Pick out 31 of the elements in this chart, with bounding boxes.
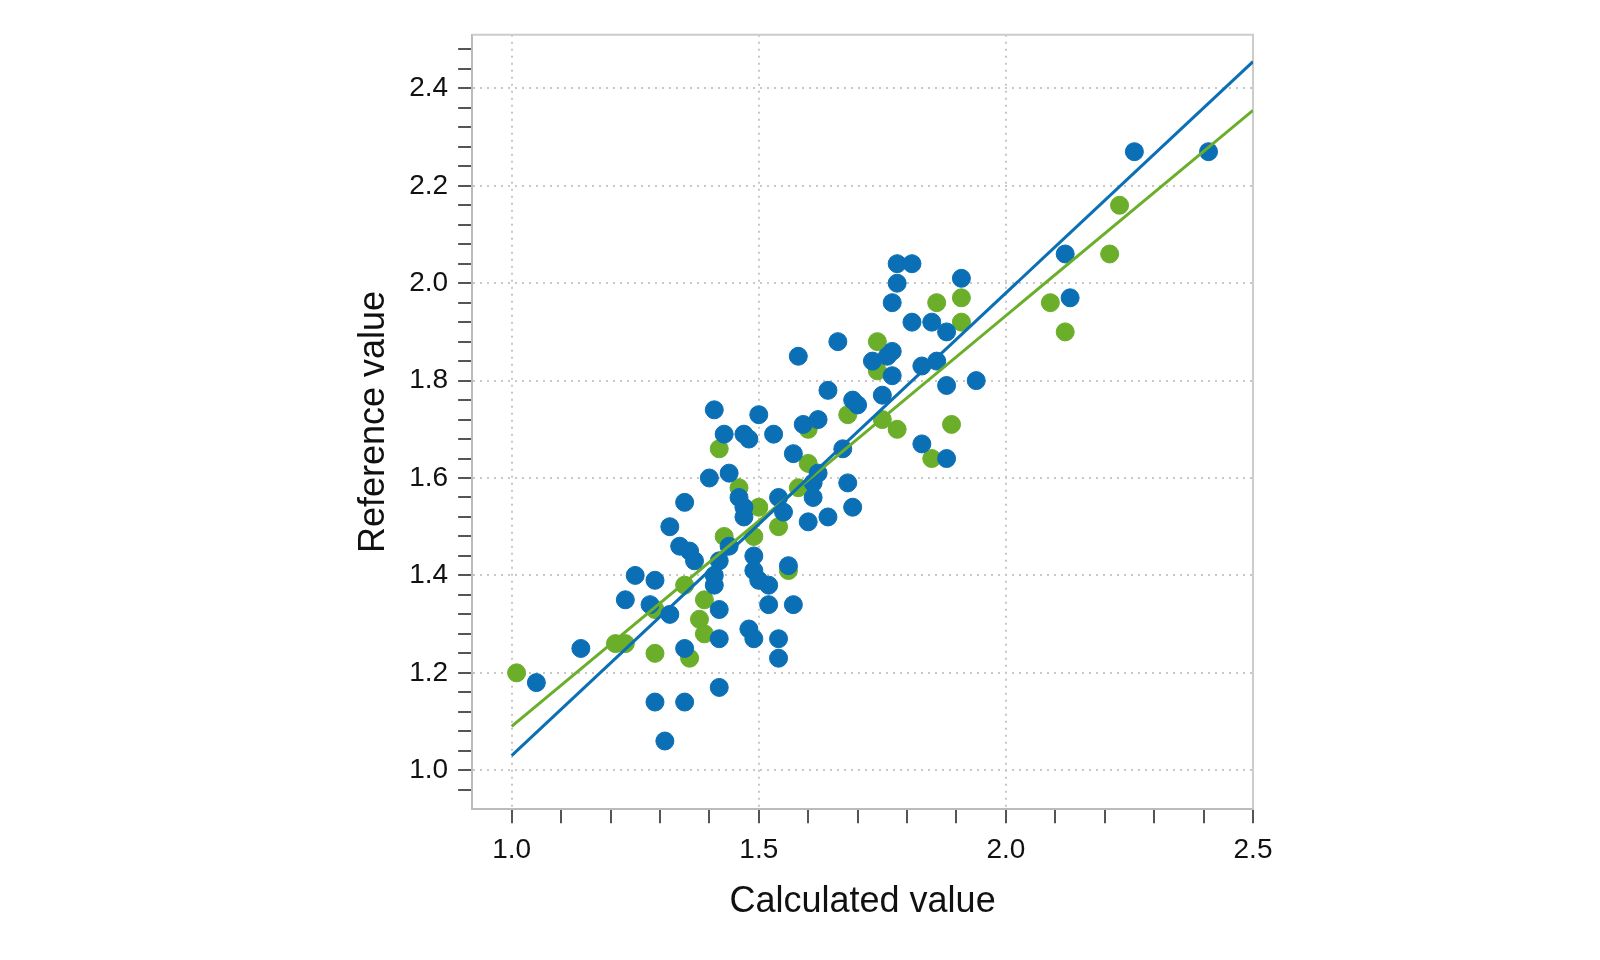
point [689,609,709,629]
x-tick-label: 1.0 [492,832,532,864]
x-tick-label: 2.0 [986,832,1026,864]
point [1110,195,1130,215]
point [645,643,665,663]
point [887,419,907,439]
y-tick-label: 1.8 [409,363,449,395]
point [867,332,887,352]
y-tick-label: 1.4 [409,558,449,590]
point [942,414,962,434]
y-tick-label: 2.4 [409,71,449,103]
point [507,663,527,683]
y-tick-label: 1.6 [409,460,449,492]
y-tick-label: 1.0 [409,752,449,784]
point [951,312,971,332]
point [951,288,971,308]
point [769,517,789,537]
y-axis-title: Reference value [350,290,392,554]
y-tick-label: 2.0 [409,265,449,297]
x-tick-label: 1.5 [739,832,779,864]
point [694,590,714,610]
point [927,293,947,313]
y-tick-label: 2.2 [409,168,449,200]
point [1100,244,1120,264]
y-tick-label: 1.2 [409,655,449,687]
point [1040,293,1060,313]
point [709,439,729,459]
point [694,624,714,644]
x-axis-title: Calculated value [729,879,996,921]
x-tick-label: 2.5 [1233,832,1273,864]
point [1055,322,1075,342]
